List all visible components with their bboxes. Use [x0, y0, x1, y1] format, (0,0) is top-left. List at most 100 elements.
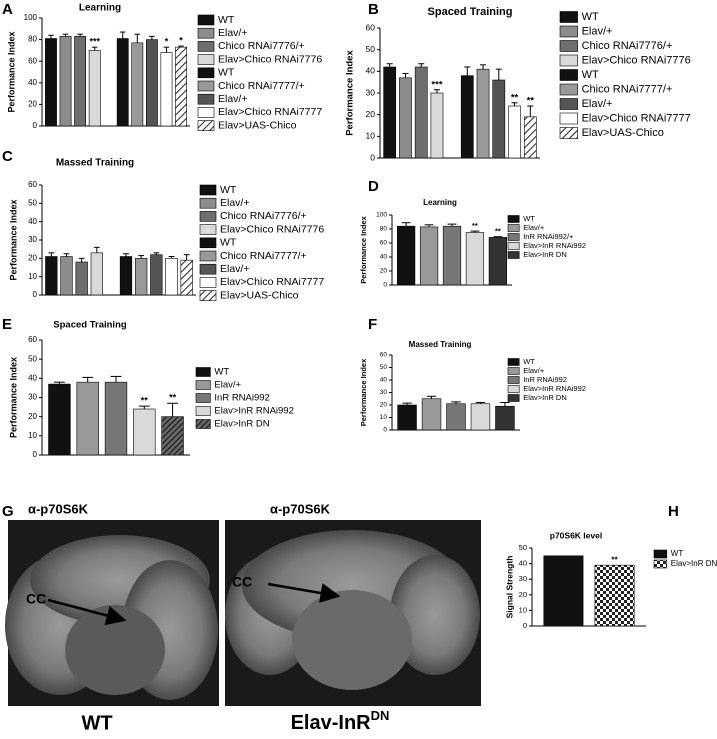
y-tick-label: 0 [33, 450, 38, 459]
bar [76, 381, 99, 456]
y-tick-label: 20 [28, 253, 37, 262]
legend-label: Chico RNAi7777/+ [220, 250, 307, 262]
bar [59, 36, 72, 127]
panel-label: D [368, 178, 379, 195]
y-tick-label: 10 [28, 431, 37, 440]
bar [165, 258, 178, 296]
bar [523, 116, 537, 159]
legend-swatch [507, 358, 520, 366]
y-tick-label: 100 [24, 13, 38, 22]
legend-swatch [507, 224, 520, 232]
legend-swatch [195, 393, 211, 403]
legend-label: WT [214, 367, 229, 378]
legend-swatch [197, 107, 215, 118]
legend-swatch [197, 41, 215, 52]
legend-label: Elav>UAS-Chico [218, 119, 297, 131]
bar [419, 226, 439, 286]
legend-swatch [559, 98, 578, 110]
legend-swatch [559, 83, 578, 96]
legend-label: Elav/+ [582, 98, 613, 110]
legend-label: Elav>Chico RNAi7776 [582, 54, 691, 66]
y-tick-label: 50 [28, 198, 37, 207]
significance-label: * [165, 37, 169, 47]
bar [90, 252, 103, 296]
bar [465, 232, 485, 286]
y-axis-label: Performance Index [8, 199, 18, 280]
legend-swatch [559, 69, 578, 81]
legend-swatch [197, 93, 215, 105]
legend-label: Chico RNAi7777/+ [582, 83, 673, 95]
y-tick-label: 40 [28, 373, 37, 382]
significance-label: ** [611, 554, 618, 564]
bar [45, 256, 58, 296]
bar [460, 75, 474, 159]
legend-label: Elav/+ [220, 263, 249, 275]
legend-label: Elav>InR DN [523, 393, 567, 402]
legend-label: Elav>Chico RNAi7776 [218, 53, 322, 65]
legend-label: Chico RNAi7776/+ [218, 40, 305, 52]
bar [383, 66, 397, 159]
legend-label: WT [220, 237, 237, 249]
bar [175, 46, 187, 127]
significance-label: *** [431, 79, 442, 90]
legend-swatch [197, 27, 215, 39]
y-tick-label: 20 [28, 412, 37, 421]
chart-title: Learning [79, 3, 121, 14]
y-tick-label: 40 [380, 254, 388, 261]
bar [145, 39, 158, 127]
legend-label: Elav>InR DN [671, 559, 717, 568]
y-tick-label: 50 [519, 543, 527, 552]
chart-title: Spaced Training [53, 320, 127, 331]
legend-label: WT [582, 11, 599, 23]
legend-swatch [507, 215, 520, 223]
chart-title: Massed Training [409, 340, 472, 349]
y-tick-label: 30 [519, 574, 527, 583]
legend-swatch [199, 250, 217, 262]
bar [430, 92, 444, 159]
legend-swatch [653, 559, 668, 569]
bar [476, 68, 490, 159]
legend-swatch [559, 112, 578, 125]
legend-label: Elav/+ [582, 25, 613, 37]
y-tick-label: 80 [380, 226, 388, 233]
y-tick-label: 50 [28, 354, 37, 363]
y-tick-label: 20 [28, 100, 37, 109]
y-tick-label: 100 [376, 212, 387, 219]
stain-label: α-p70S6K [28, 501, 89, 516]
legend-swatch [507, 242, 520, 250]
legend-label: WT [671, 549, 684, 558]
legend-label: WT [582, 69, 599, 81]
y-tick-label: 0 [523, 621, 527, 630]
bar [161, 416, 184, 456]
significance-label: ** [527, 96, 535, 107]
y-axis-label: Performance Index [8, 357, 18, 438]
significance-label: ** [511, 92, 519, 103]
bar [492, 79, 506, 159]
legend-swatch [653, 549, 668, 559]
y-tick-label: 20 [380, 402, 388, 409]
legend-swatch [507, 376, 520, 384]
bar [442, 225, 462, 286]
y-tick-label: 40 [519, 559, 527, 568]
legend-swatch [507, 367, 520, 375]
legend-label: WT [220, 184, 237, 196]
bar [488, 237, 508, 286]
legend-swatch [199, 277, 217, 288]
bar [446, 403, 466, 431]
significance-label: * [179, 35, 183, 45]
legend-swatch [199, 224, 217, 235]
legend-swatch [195, 406, 211, 416]
legend-label: Elav/+ [523, 223, 545, 232]
legend-swatch [559, 11, 578, 23]
legend-label: Elav>InR RNAi992 [523, 241, 586, 250]
bar [396, 225, 416, 286]
legend-swatch [507, 233, 520, 241]
legend-swatch [507, 251, 520, 259]
y-tick-label: 40 [28, 217, 37, 226]
panel-label: C [2, 148, 13, 165]
y-tick-label: 60 [366, 22, 376, 32]
legend-swatch [559, 25, 578, 38]
bar [135, 258, 148, 296]
legend-label: InR RNAi992 [214, 393, 269, 404]
chart-title: p70S6K level [550, 530, 602, 540]
